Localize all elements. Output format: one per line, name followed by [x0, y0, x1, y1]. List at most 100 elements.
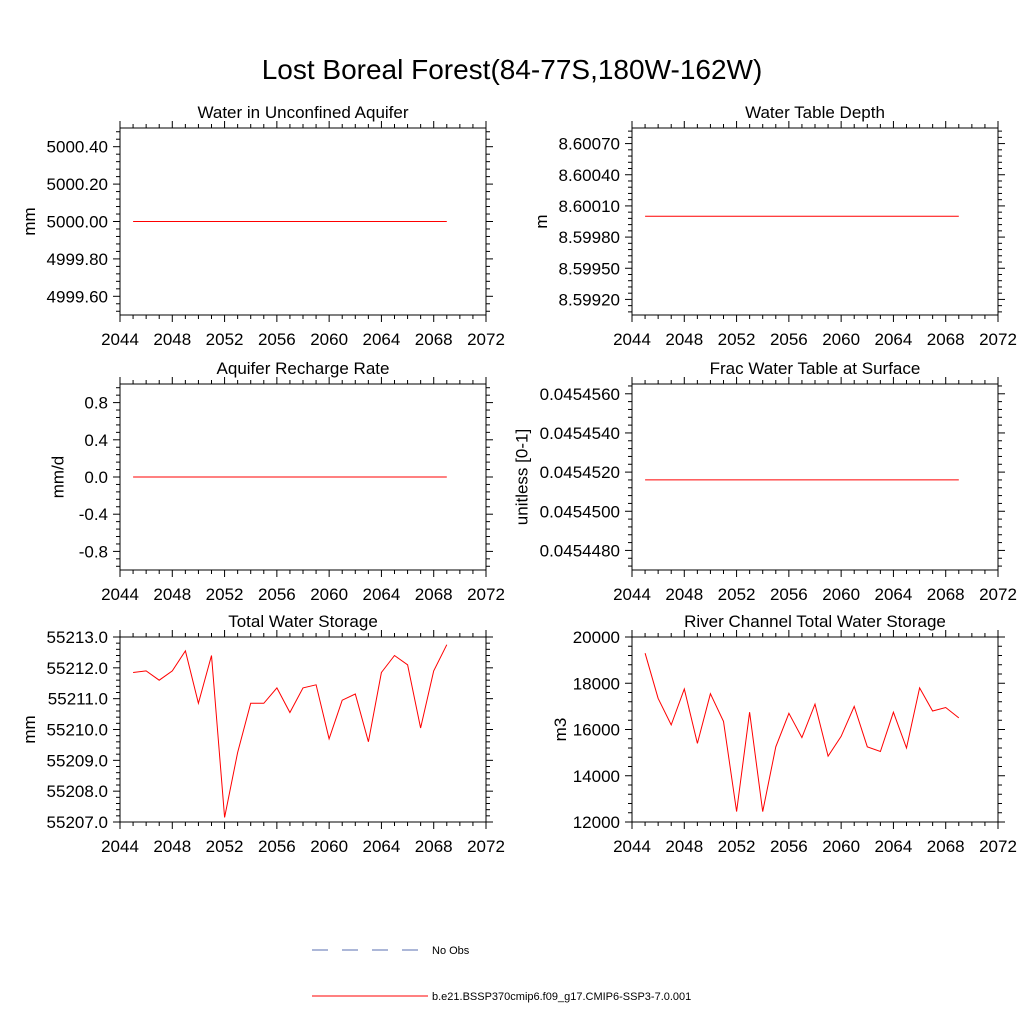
x-tick-label: 2064	[363, 585, 401, 604]
series-line-1	[133, 644, 448, 818]
x-tick-label: 2044	[101, 837, 139, 856]
y-tick-label: 0.0454500	[540, 502, 620, 521]
panel-title: River Channel Total Water Storage	[684, 612, 946, 631]
x-tick-label: 2052	[206, 585, 244, 604]
x-tick-label: 2044	[613, 837, 651, 856]
x-tick-label: 2052	[206, 330, 244, 349]
y-tick-label: 8.59920	[559, 290, 620, 309]
y-tick-label: 55210.0	[47, 721, 108, 740]
y-tick-label: 12000	[573, 813, 620, 832]
y-tick-label: 4999.60	[47, 287, 108, 306]
y-axis-label: unitless [0-1]	[513, 429, 532, 525]
series-line-1	[644, 653, 960, 812]
x-tick-label: 2060	[822, 837, 860, 856]
y-axis-label: mm	[20, 715, 39, 743]
x-tick-label: 2068	[415, 585, 453, 604]
y-tick-label: 8.60070	[559, 135, 620, 154]
x-tick-label: 2068	[927, 585, 965, 604]
x-tick-label: 2068	[415, 330, 453, 349]
y-tick-label: 20000	[573, 628, 620, 647]
y-tick-label: 16000	[573, 721, 620, 740]
x-tick-label: 2048	[665, 330, 703, 349]
y-tick-label: 8.60040	[559, 166, 620, 185]
x-tick-label: 2056	[770, 585, 808, 604]
x-tick-label: 2068	[927, 837, 965, 856]
chart-panel-2: Water Table Depth 2044 2048 2052 2056 2060 206…	[532, 103, 1017, 349]
y-tick-label: 5000.40	[47, 138, 108, 157]
panel-group: Water in Unconfined Aquifer 2044 2048 2052 2…	[20, 103, 1017, 856]
x-tick-label: 2060	[310, 330, 348, 349]
x-tick-label: 2056	[258, 330, 296, 349]
x-tick-label: 2064	[363, 837, 401, 856]
y-tick-label: 0.0454520	[540, 463, 620, 482]
chart-panel-6: River Channel Total Water Storage 2044 204…	[551, 612, 1017, 856]
x-tick-label: 2048	[665, 837, 703, 856]
page-title: Lost Boreal Forest(84-77S,180W-162W)	[261, 54, 763, 85]
y-axis-label: m3	[551, 718, 570, 742]
y-tick-label: -0.8	[79, 542, 108, 561]
y-axis-label: mm/d	[49, 456, 68, 499]
x-tick-label: 2072	[467, 585, 505, 604]
y-tick-label: 55207.0	[47, 813, 108, 832]
y-tick-label: 55212.0	[47, 659, 108, 678]
y-tick-label: 8.59980	[559, 228, 620, 247]
y-tick-label: -0.4	[79, 505, 108, 524]
x-tick-label: 2072	[467, 837, 505, 856]
x-tick-label: 2052	[718, 837, 756, 856]
x-tick-label: 2052	[718, 585, 756, 604]
x-tick-label: 2072	[979, 330, 1017, 349]
x-tick-label: 2056	[770, 330, 808, 349]
x-tick-label: 2064	[875, 585, 913, 604]
y-tick-label: 5000.00	[47, 213, 108, 232]
y-tick-label: 0.4	[84, 431, 108, 450]
y-tick-label: 55209.0	[47, 751, 108, 770]
x-tick-label: 2072	[979, 585, 1017, 604]
y-tick-label: 14000	[573, 767, 620, 786]
y-axis-label: mm	[20, 207, 39, 235]
chart-panel-4: Frac Water Table at Surface 2044 2048 2052 2…	[513, 359, 1017, 604]
x-tick-label: 2056	[258, 837, 296, 856]
panel-title: Water in Unconfined Aquifer	[197, 103, 408, 122]
y-tick-label: 0.0454540	[540, 424, 620, 443]
x-tick-label: 2044	[613, 330, 651, 349]
plot-frame	[631, 127, 999, 316]
y-tick-label: 18000	[573, 674, 620, 693]
x-tick-label: 2068	[927, 330, 965, 349]
y-axis-label: m	[532, 214, 551, 228]
x-tick-label: 2060	[822, 585, 860, 604]
x-tick-label: 2072	[467, 330, 505, 349]
x-tick-label: 2056	[770, 837, 808, 856]
y-tick-label: 8.59950	[559, 259, 620, 278]
chart-panel-5: Total Water Storage 2044 2048 2052 2056 2060 2…	[20, 612, 505, 856]
x-tick-label: 2048	[153, 837, 191, 856]
x-tick-label: 2060	[822, 330, 860, 349]
chart-panel-3: Aquifer Recharge Rate 2044 2048 2052 2056 206…	[49, 359, 505, 604]
y-tick-label: 0.0454560	[540, 385, 620, 404]
x-tick-label: 2064	[363, 330, 401, 349]
x-tick-label: 2056	[258, 585, 296, 604]
x-tick-label: 2064	[875, 330, 913, 349]
legend: No Obs b.e21.BSSP370cmip6.f09_g17.CMIP6-…	[312, 945, 691, 1003]
y-tick-label: 4999.80	[47, 250, 108, 269]
plot-frame	[119, 636, 487, 823]
panel-title: Aquifer Recharge Rate	[217, 359, 390, 378]
y-tick-label: 0.8	[84, 394, 108, 413]
plot-frame	[631, 383, 999, 571]
y-tick-label: 8.60010	[559, 197, 620, 216]
x-tick-label: 2060	[310, 585, 348, 604]
panel-title: Water Table Depth	[745, 103, 885, 122]
x-tick-label: 2044	[613, 585, 651, 604]
x-tick-label: 2052	[718, 330, 756, 349]
panel-title: Total Water Storage	[228, 612, 378, 631]
y-tick-label: 55211.0	[48, 690, 108, 709]
plot-frame	[631, 636, 999, 823]
legend-obs-label: No Obs	[432, 945, 470, 957]
y-tick-label: 5000.20	[47, 175, 108, 194]
x-tick-label: 2044	[101, 585, 139, 604]
y-tick-label: 0.0454480	[540, 541, 620, 560]
chart-panel-1: Water in Unconfined Aquifer 2044 2048 2052 2…	[20, 103, 505, 349]
x-tick-label: 2048	[153, 585, 191, 604]
x-tick-label: 2052	[206, 837, 244, 856]
legend-series-label: b.e21.BSSP370cmip6.f09_g17.CMIP6-SSP3-7.…	[432, 991, 691, 1003]
